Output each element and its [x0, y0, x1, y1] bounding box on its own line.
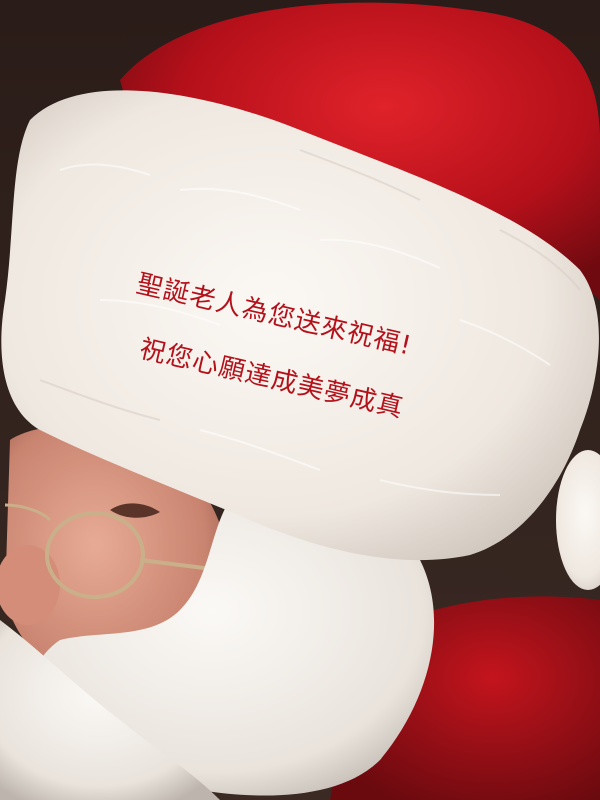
santa-photo-scene: 聖誕老人為您送來祝福! 祝您心願達成美夢成真 [0, 0, 600, 800]
santa-claus-photo [0, 0, 600, 800]
